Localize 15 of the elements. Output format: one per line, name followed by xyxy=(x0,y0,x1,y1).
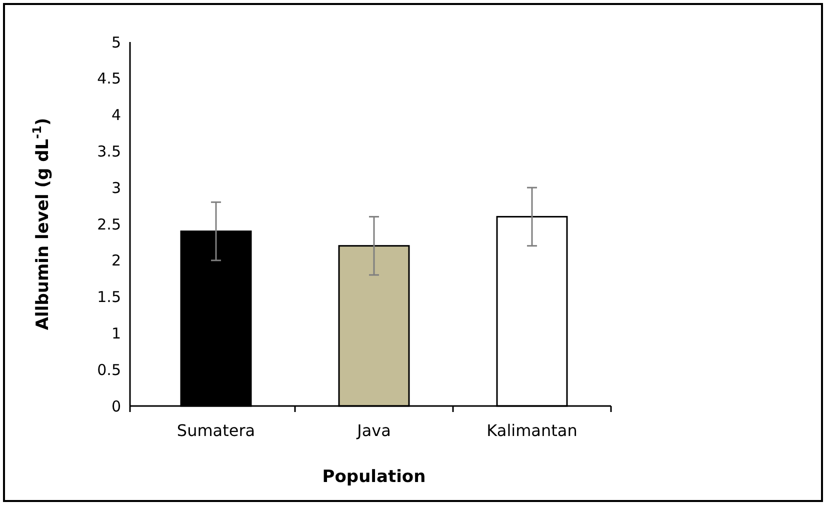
y-tick-label: 1 xyxy=(111,324,121,342)
y-tick-label: 4 xyxy=(111,106,121,124)
y-tick-label: 5 xyxy=(111,33,121,52)
x-tick-label: Kalimantan xyxy=(486,421,578,440)
x-tick-label: Java xyxy=(356,421,391,440)
y-tick-label: 2 xyxy=(111,252,121,270)
y-tick-label: 0.5 xyxy=(97,360,121,379)
x-tick-label: Sumatera xyxy=(176,421,256,440)
y-tick-label: 0 xyxy=(111,397,121,416)
y-tick-label: 4.5 xyxy=(97,70,121,88)
y-tick-label: 3.5 xyxy=(97,142,121,160)
y-tick-label: 3 xyxy=(111,178,121,197)
x-axis-title: Population xyxy=(322,467,426,487)
y-tick-label: 1.5 xyxy=(97,288,121,306)
y-tick-label: 2.5 xyxy=(97,215,121,234)
